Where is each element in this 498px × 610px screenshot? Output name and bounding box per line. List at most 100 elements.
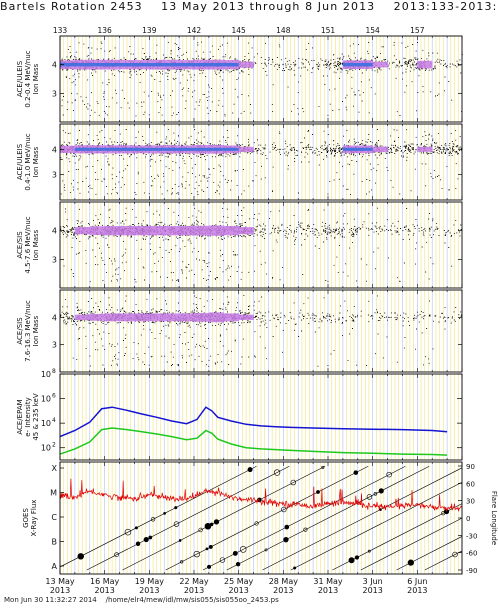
ion-band [104, 226, 120, 236]
doy-label: 133 [53, 26, 68, 35]
panel-ylabel: 45 & 235 keV [32, 393, 40, 441]
ion-band [223, 226, 239, 236]
ion-core-band [164, 62, 180, 67]
flare-track-line [226, 466, 430, 571]
longitude-tick-label: 60 [466, 480, 475, 488]
ion-band [149, 226, 165, 236]
flare-marker [143, 536, 149, 543]
xray-class-label: B [52, 538, 58, 547]
ion-core-band [164, 147, 180, 151]
y-tick-label: 4 [52, 145, 57, 154]
ion-band [89, 226, 105, 236]
longitude-tick-label: -60 [466, 550, 477, 558]
longitude-tick-label: -30 [466, 532, 477, 540]
xray-class-label: X [52, 464, 58, 473]
flare-marker [219, 557, 226, 563]
ion-band [134, 313, 150, 322]
date-label: 13 May [45, 577, 75, 586]
longitude-tick-label: -90 [466, 567, 477, 575]
y-tick-label: 4 [52, 313, 57, 322]
panel-frame [59, 35, 463, 123]
year-label: 2013 [139, 586, 159, 595]
panel-ylabel: ACE/ULEIS [16, 143, 24, 180]
flare-marker [283, 537, 289, 543]
ion-band [179, 226, 195, 236]
flare-track-line [86, 466, 290, 571]
y-tick-label: 10 [41, 444, 51, 453]
panel-frame [59, 373, 463, 461]
year-label: 2013 [273, 586, 293, 595]
ion-core-band [194, 147, 210, 151]
flare-marker [386, 471, 392, 478]
flare-marker [367, 549, 371, 553]
flare-track-line [424, 550, 463, 571]
y-tick-label: 3 [52, 341, 57, 350]
sis-high-panel: 3 4 ACE/SIS 7.6-16.3 MeV/nuc Ion Mass [16, 295, 463, 367]
panel-frame [59, 123, 463, 201]
date-label: 22 May [179, 577, 209, 586]
flare-marker [150, 517, 156, 522]
flare-marker [452, 551, 458, 558]
y-tick-label: 4 [52, 61, 57, 70]
flare-marker [348, 557, 355, 564]
flare-marker [354, 555, 360, 560]
flare-marker [239, 546, 247, 553]
year-label: 2013 [50, 586, 70, 595]
year-label: 2013 [362, 586, 382, 595]
y-tick-exponent: 2 [52, 442, 56, 449]
flare-marker [114, 552, 119, 558]
flare-marker [235, 561, 241, 567]
panel-frame [59, 461, 463, 575]
doy-label: 139 [142, 26, 157, 35]
longitude-tick-label: 30 [466, 498, 475, 506]
ion-core-band [104, 62, 120, 67]
ion-core-band [179, 62, 195, 67]
flare-marker [303, 527, 308, 532]
ion-core-band [119, 62, 135, 67]
ion-band [372, 146, 388, 153]
ion-core-band [104, 147, 120, 151]
flare-marker [353, 470, 359, 475]
ion-band [104, 313, 120, 322]
longitude-tick-label: 0 [466, 515, 470, 523]
flare-marker [232, 550, 238, 556]
panel-ylabel: GOES [22, 508, 30, 528]
ion-core-band [357, 147, 373, 151]
ion-core-band [74, 147, 91, 151]
year-label: 2013 [94, 586, 114, 595]
flare-marker [173, 521, 180, 527]
panel-ylabel: ACE/SIS [16, 231, 24, 259]
flare-marker [207, 564, 212, 569]
ion-core-band [134, 62, 150, 67]
date-label: 6 Jun [407, 577, 427, 586]
flare-marker [284, 524, 290, 530]
panel-ylabel: 0.2-0.4 MeV/nuc [24, 50, 32, 107]
panel-ylabel: Ion Mass [32, 229, 40, 260]
date-label: 25 May [224, 577, 254, 586]
flare-marker [316, 490, 320, 494]
flare-marker [124, 528, 132, 536]
ion-band [238, 314, 254, 321]
right-axis-label: Flare Longitude [490, 491, 498, 545]
flare-marker [321, 465, 325, 469]
flare-marker [373, 492, 378, 496]
ion-core-band [194, 62, 210, 67]
sis-low-panel: 3 4 ACE/SIS 4.5-7.6 MeV/nuc Ion Mass [16, 207, 462, 283]
panel-frame [59, 289, 463, 373]
flare-marker [293, 566, 297, 570]
ion-band [179, 313, 195, 322]
ion-core-band [208, 147, 225, 151]
flare-marker [281, 506, 287, 513]
xray-class-label: M [50, 489, 57, 498]
ion-core-band [119, 147, 135, 151]
y-tick-exponent: 8 [52, 368, 56, 375]
flare-marker [135, 541, 141, 546]
flare-marker [174, 506, 178, 510]
flare-marker [193, 550, 200, 558]
flare-marker [443, 508, 450, 515]
ion-band [208, 312, 225, 323]
flare-marker [77, 553, 84, 560]
date-label: 31 May [313, 577, 343, 586]
